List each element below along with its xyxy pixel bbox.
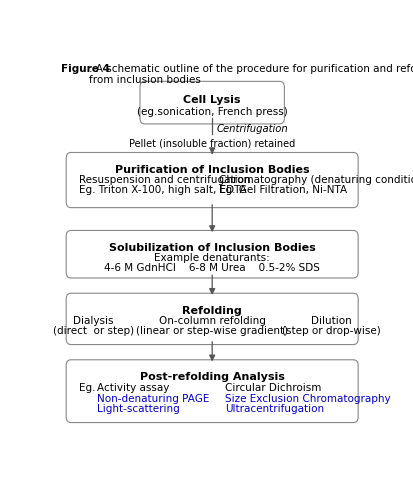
Text: On-column refolding: On-column refolding <box>158 316 265 326</box>
Text: Light-scattering: Light-scattering <box>96 404 179 414</box>
Text: 4-6 M GdnHCl    6-8 M Urea    0.5-2% SDS: 4-6 M GdnHCl 6-8 M Urea 0.5-2% SDS <box>104 263 319 273</box>
Text: (linear or step-wise gradient): (linear or step-wise gradient) <box>136 326 287 336</box>
Text: Non-denaturing PAGE: Non-denaturing PAGE <box>96 394 209 404</box>
Text: Circular Dichroism: Circular Dichroism <box>225 383 320 393</box>
FancyBboxPatch shape <box>66 360 357 422</box>
Text: Resuspension and centrifugation: Resuspension and centrifugation <box>79 175 250 185</box>
Text: Size Exclusion Chromatography: Size Exclusion Chromatography <box>225 394 390 404</box>
FancyBboxPatch shape <box>66 293 357 345</box>
Text: Cell Lysis: Cell Lysis <box>183 95 240 105</box>
FancyBboxPatch shape <box>66 153 357 207</box>
Text: : A schematic outline of the procedure for purification and refolding of protein: : A schematic outline of the procedure f… <box>88 64 413 85</box>
Text: (direct  or step): (direct or step) <box>53 326 134 336</box>
Text: (eg.sonication, French press): (eg.sonication, French press) <box>136 107 287 117</box>
Text: Centrifugation: Centrifugation <box>216 124 288 134</box>
Text: Activity assay: Activity assay <box>96 383 169 393</box>
FancyBboxPatch shape <box>140 82 284 124</box>
Text: Figure 4: Figure 4 <box>61 64 110 74</box>
Text: Pellet (insoluble fraction) retained: Pellet (insoluble fraction) retained <box>129 139 294 149</box>
Text: Ultracentrifugation: Ultracentrifugation <box>225 404 323 414</box>
Text: Dialysis: Dialysis <box>73 316 114 326</box>
Text: Post-refolding Analysis: Post-refolding Analysis <box>140 372 284 382</box>
FancyBboxPatch shape <box>66 230 357 278</box>
Text: Eg. Triton X-100, high salt, EDTA: Eg. Triton X-100, high salt, EDTA <box>79 185 246 195</box>
Text: Example denaturants:: Example denaturants: <box>154 253 269 263</box>
Text: Solubilization of Inclusion Bodies: Solubilization of Inclusion Bodies <box>109 243 315 253</box>
Text: Eg.: Eg. <box>79 383 95 393</box>
Text: (step or drop-wise): (step or drop-wise) <box>281 326 380 336</box>
Text: Eg. Gel Filtration, Ni-NTA: Eg. Gel Filtration, Ni-NTA <box>218 185 346 195</box>
Text: Dilution: Dilution <box>310 316 350 326</box>
Text: Purification of Inclusion Bodies: Purification of Inclusion Bodies <box>114 165 309 175</box>
Text: Refolding: Refolding <box>182 306 242 316</box>
Text: Chromatography (denaturing conditions): Chromatography (denaturing conditions) <box>218 175 413 185</box>
